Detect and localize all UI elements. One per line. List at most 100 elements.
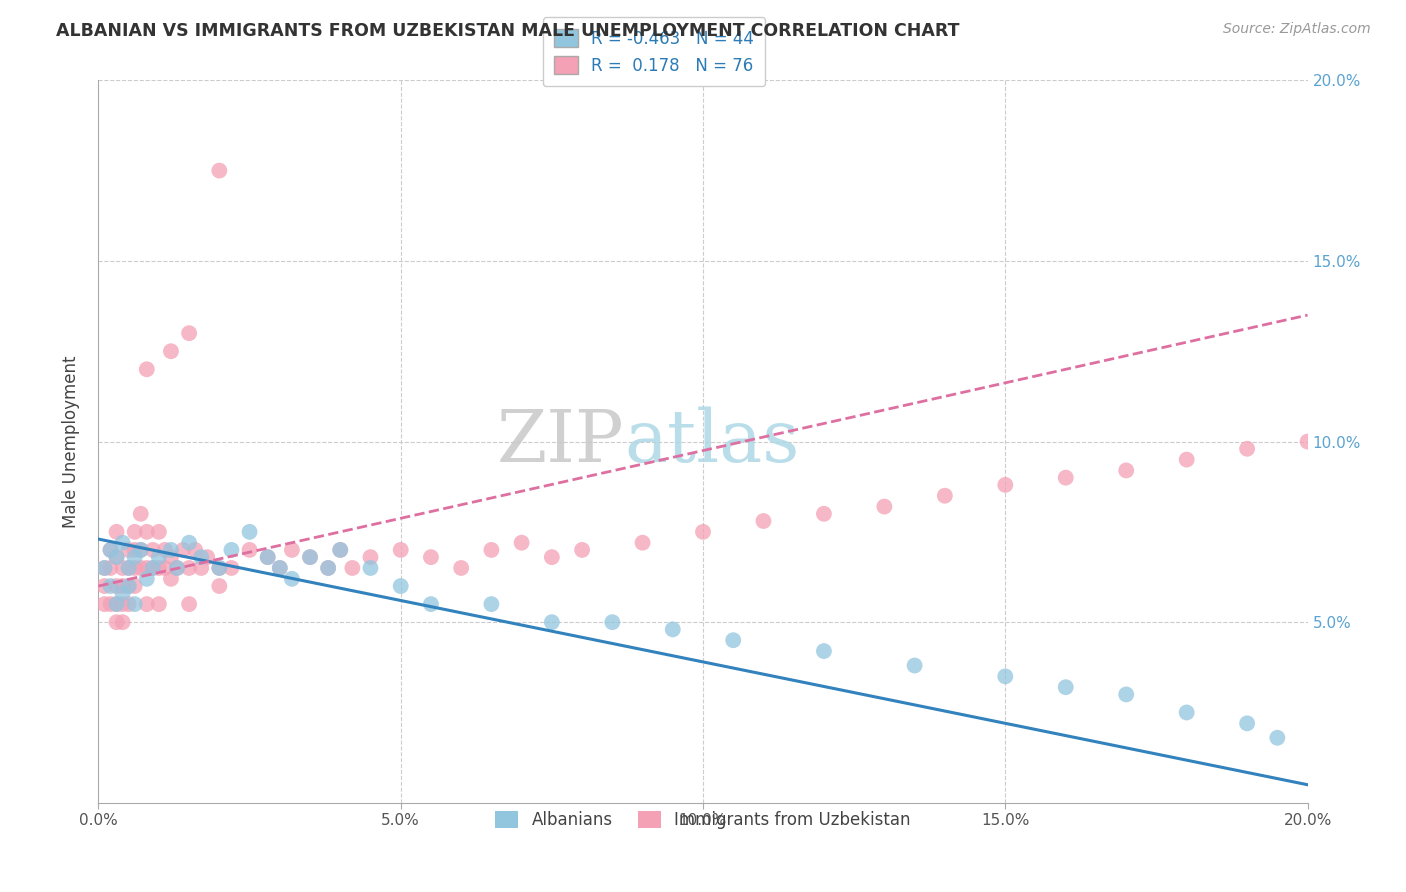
Point	[256, 550, 278, 565]
Point	[179, 535, 201, 549]
Text: Source: ZipAtlas.com: Source: ZipAtlas.com	[1223, 22, 1371, 37]
Point	[239, 524, 262, 539]
Point	[239, 542, 262, 557]
Point	[571, 542, 593, 557]
Point	[111, 615, 134, 630]
Legend: Albanians, Immigrants from Uzbekistan: Albanians, Immigrants from Uzbekistan	[486, 803, 920, 838]
Point	[813, 507, 835, 521]
Point	[1054, 680, 1077, 694]
Point	[1115, 687, 1137, 701]
Point	[148, 550, 170, 565]
Point	[160, 542, 183, 557]
Point	[752, 514, 775, 528]
Point	[105, 615, 128, 630]
Point	[1175, 706, 1198, 720]
Point	[105, 550, 128, 565]
Point	[179, 597, 201, 611]
Point	[111, 579, 134, 593]
Point	[148, 597, 170, 611]
Point	[481, 542, 503, 557]
Point	[208, 561, 231, 575]
Point	[129, 542, 152, 557]
Point	[540, 550, 562, 565]
Point	[360, 550, 382, 565]
Point	[179, 326, 201, 340]
Point	[195, 550, 218, 565]
Point	[166, 561, 188, 575]
Point	[118, 561, 141, 575]
Point	[994, 669, 1017, 683]
Point	[190, 550, 212, 565]
Point	[221, 561, 243, 575]
Point	[142, 561, 165, 575]
Point	[1054, 471, 1077, 485]
Point	[1236, 442, 1258, 456]
Point	[105, 597, 128, 611]
Point	[208, 561, 231, 575]
Point	[420, 550, 443, 565]
Point	[111, 561, 134, 575]
Point	[135, 524, 157, 539]
Point	[360, 561, 382, 575]
Point	[105, 524, 128, 539]
Point	[124, 579, 146, 593]
Point	[100, 561, 122, 575]
Point	[208, 163, 231, 178]
Point	[129, 561, 152, 575]
Point	[118, 579, 141, 593]
Point	[93, 597, 115, 611]
Point	[692, 524, 714, 539]
Point	[105, 597, 128, 611]
Point	[208, 579, 231, 593]
Point	[389, 579, 412, 593]
Point	[904, 658, 927, 673]
Point	[172, 542, 194, 557]
Point	[93, 561, 115, 575]
Point	[184, 542, 207, 557]
Point	[1175, 452, 1198, 467]
Point	[481, 597, 503, 611]
Point	[118, 579, 141, 593]
Point	[221, 542, 243, 557]
Point	[389, 542, 412, 557]
Point	[450, 561, 472, 575]
Point	[153, 542, 176, 557]
Point	[1115, 463, 1137, 477]
Point	[148, 524, 170, 539]
Point	[100, 597, 122, 611]
Point	[269, 561, 291, 575]
Point	[100, 542, 122, 557]
Point	[540, 615, 562, 630]
Point	[160, 550, 183, 565]
Point	[124, 524, 146, 539]
Point	[420, 597, 443, 611]
Point	[118, 597, 141, 611]
Point	[105, 550, 128, 565]
Point	[124, 597, 146, 611]
Point	[510, 535, 533, 549]
Point	[281, 542, 304, 557]
Text: atlas: atlas	[624, 406, 800, 477]
Point	[269, 561, 291, 575]
Point	[118, 542, 141, 557]
Point	[631, 535, 654, 549]
Point	[661, 623, 683, 637]
Point	[299, 550, 322, 565]
Point	[124, 550, 146, 565]
Point	[93, 579, 115, 593]
Point	[135, 561, 157, 575]
Point	[934, 489, 956, 503]
Point	[281, 572, 304, 586]
Point	[1296, 434, 1319, 449]
Point	[723, 633, 745, 648]
Point	[160, 344, 183, 359]
Point	[329, 542, 352, 557]
Point	[160, 572, 183, 586]
Text: ALBANIAN VS IMMIGRANTS FROM UZBEKISTAN MALE UNEMPLOYMENT CORRELATION CHART: ALBANIAN VS IMMIGRANTS FROM UZBEKISTAN M…	[56, 22, 960, 40]
Point	[111, 586, 134, 600]
Point	[1236, 716, 1258, 731]
Point	[1267, 731, 1289, 745]
Point	[148, 561, 170, 575]
Y-axis label: Male Unemployment: Male Unemployment	[62, 355, 80, 528]
Point	[111, 535, 134, 549]
